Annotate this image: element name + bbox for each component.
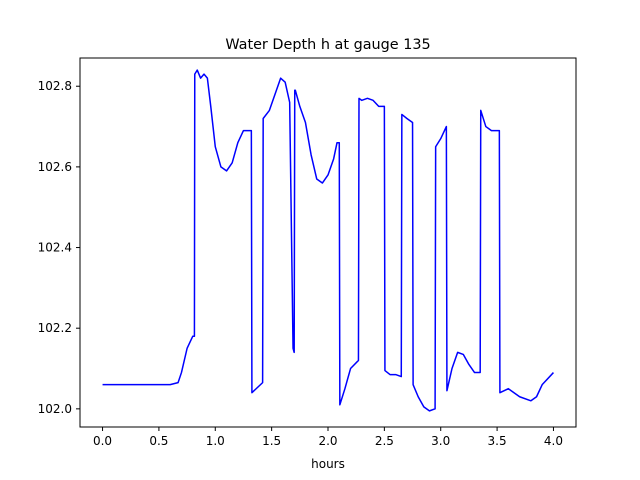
series-line-0 — [102, 69, 554, 412]
x-tick-label: 1.5 — [262, 434, 281, 448]
y-tick-label: 102.4 — [38, 241, 72, 255]
x-tick-label: 3.0 — [431, 434, 450, 448]
y-tick-label: 102.2 — [38, 321, 72, 335]
x-axis-label: hours — [311, 457, 345, 471]
x-tick-label: 2.0 — [318, 434, 337, 448]
x-tick-label: 0.5 — [149, 434, 168, 448]
series-layer — [102, 69, 554, 412]
x-axis-ticks: 0.0 0.5 1.0 1.5 2.0 2.5 3.0 3.5 4.0 — [93, 427, 563, 448]
y-tick-label: 102.6 — [38, 160, 72, 174]
y-tick-label: 102.0 — [38, 402, 72, 416]
x-tick-label: 4.0 — [544, 434, 563, 448]
x-tick-label: 3.5 — [488, 434, 507, 448]
plot-area — [79, 57, 577, 428]
x-tick-label: 1.0 — [206, 434, 225, 448]
x-tick-label: 0.0 — [93, 434, 112, 448]
y-axis-ticks: 102.0 102.2 102.4 102.6 102.8 — [38, 79, 80, 416]
chart-title: Water Depth h at gauge 135 — [225, 37, 430, 53]
x-tick-label: 2.5 — [375, 434, 394, 448]
axes-frame — [79, 57, 577, 428]
y-tick-label: 102.8 — [38, 79, 72, 93]
